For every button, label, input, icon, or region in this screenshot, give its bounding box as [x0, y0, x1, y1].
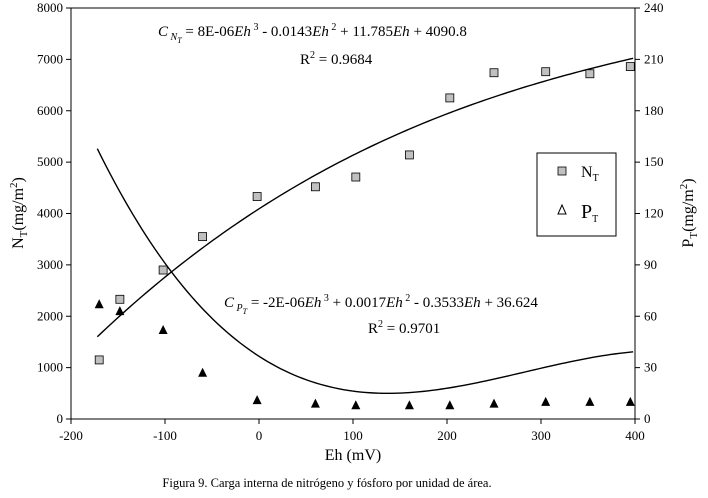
y-right-tick-label: 210 [644, 51, 664, 66]
y-left-tick-label: 6000 [37, 103, 63, 118]
point-pt [310, 398, 320, 408]
x-tick-label: 100 [343, 428, 363, 443]
point-pt [252, 395, 262, 405]
point-nt [489, 68, 499, 78]
legend-marker-nt [557, 166, 567, 176]
legend: NT PT [536, 152, 617, 237]
y-right-tick-label: 180 [644, 103, 664, 118]
point-nt [625, 62, 635, 71]
y-left-tick-label: 4000 [37, 206, 63, 221]
point-nt [94, 355, 104, 365]
point-nt [585, 69, 595, 79]
y-right-tick-label: 240 [644, 0, 664, 15]
legend-marker-pt [557, 203, 567, 215]
y-left-tick-label: 1000 [37, 360, 63, 375]
point-nt [198, 232, 208, 242]
x-axis: -200 -100 0 100 200 300 400 [59, 419, 645, 443]
x-tick-label: 300 [531, 428, 551, 443]
y-left-tick-label: 8000 [37, 0, 63, 15]
x-tick-label: -200 [59, 428, 83, 443]
y-axis-left-title: NT(mg/m2) [8, 177, 30, 249]
x-tick-label: -100 [153, 428, 177, 443]
y-axis-right: 0 30 60 90 120 150 180 210 240 [635, 0, 664, 426]
data-points [94, 62, 635, 410]
y-right-tick-label: 150 [644, 154, 664, 169]
nt-r2: R2 = 0.9684 [300, 50, 373, 68]
point-nt [310, 182, 320, 192]
point-pt [625, 396, 635, 406]
x-tick-label: 200 [437, 428, 457, 443]
point-nt [404, 150, 414, 160]
y-left-tick-label: 5000 [37, 154, 63, 169]
x-axis-title: Eh (mV) [325, 447, 381, 464]
y-axis-right-title: PT(mg/m2) [678, 178, 700, 247]
trendlines [96, 57, 634, 395]
nt-equation: C NT = 8E-06Eh 3 - 0.0143Eh 2 + 11.785Eh… [158, 22, 467, 45]
y-left-tick-label: 2000 [37, 308, 63, 323]
point-nt [445, 93, 455, 103]
y-left-tick-label: 0 [57, 411, 64, 426]
pt-r2: R2 = 0.9701 [368, 319, 440, 337]
y-left-tick-label: 3000 [37, 257, 63, 272]
point-pt [94, 299, 104, 309]
point-pt [158, 324, 168, 334]
x-tick-label: 400 [625, 428, 645, 443]
figure-caption: Figura 9. Carga interna de nitrógeno y f… [162, 476, 492, 490]
point-pt [541, 396, 551, 406]
point-nt [252, 192, 262, 201]
point-pt [445, 400, 455, 410]
y-right-tick-label: 60 [644, 308, 657, 323]
y-right-tick-label: 120 [644, 206, 664, 221]
point-pt [404, 400, 414, 410]
point-nt [158, 265, 168, 275]
legend-box [536, 152, 617, 237]
y-axis-left: 0 1000 2000 3000 4000 5000 6000 7000 8000 [37, 0, 71, 426]
point-nt [115, 294, 125, 304]
point-pt [198, 367, 208, 377]
point-nt [541, 67, 551, 77]
trendline-pt [96, 148, 634, 395]
pt-equation: C PT = -2E-06Eh 3 + 0.0017Eh 2 - 0.3533E… [224, 293, 538, 316]
x-tick-label: 0 [256, 428, 263, 443]
point-pt [115, 306, 125, 316]
y-right-tick-label: 90 [644, 257, 657, 272]
y-left-tick-label: 7000 [37, 51, 63, 66]
y-right-tick-label: 30 [644, 360, 657, 375]
point-pt [585, 396, 595, 406]
point-pt [489, 398, 499, 408]
y-right-tick-label: 0 [644, 411, 651, 426]
point-nt [351, 172, 361, 182]
point-pt [351, 400, 361, 410]
trendline-nt [96, 57, 634, 338]
